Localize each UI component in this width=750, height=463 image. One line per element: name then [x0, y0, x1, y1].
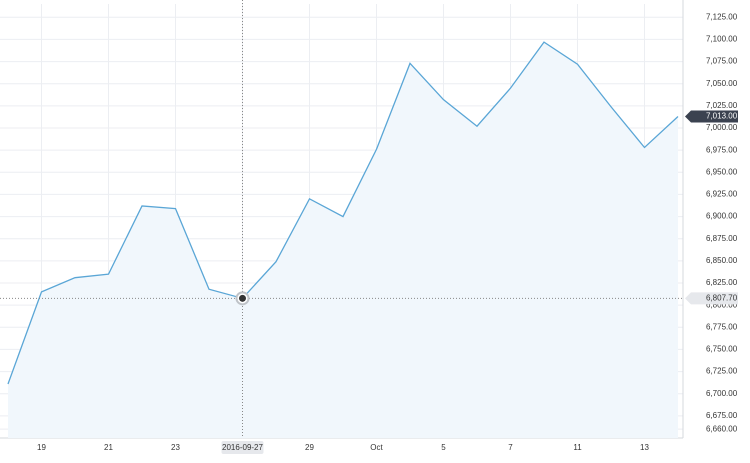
- y-tick-label: 6,750.00: [706, 345, 738, 354]
- x-tick-label: 11: [573, 443, 582, 452]
- price-label: 7,013.00: [706, 112, 738, 121]
- x-tick-label: 21: [104, 443, 113, 452]
- x-tick-label: 2016-09-27: [222, 443, 263, 452]
- line: [7, 41, 679, 385]
- y-tick-label: 7,075.00: [706, 57, 738, 66]
- y-tick-label: 6,925.00: [706, 190, 738, 199]
- y-tick-label: 6,660.00: [706, 424, 738, 433]
- area: [8, 42, 678, 438]
- price-label: 6,807.70: [706, 293, 738, 302]
- marker: [239, 294, 246, 302]
- y-tick-label: 6,875.00: [706, 234, 738, 243]
- y-tick-label: 7,125.00: [706, 12, 738, 21]
- y-tick-label: 6,725.00: [706, 367, 738, 376]
- x-tick-label: Oct: [370, 443, 383, 452]
- y-tick-label: 6,700.00: [706, 389, 738, 398]
- y-tick-label: 6,975.00: [706, 145, 738, 154]
- x-tick-label: 29: [305, 443, 314, 452]
- x-tick-label: 23: [171, 443, 180, 452]
- y-tick-label: 7,025.00: [706, 101, 738, 110]
- y-tick-label: 7,050.00: [706, 79, 738, 88]
- y-tick-label: 7,100.00: [706, 35, 738, 44]
- price-tag: [685, 110, 738, 123]
- x-tick-label: 5: [441, 443, 446, 452]
- y-tick-label: 7,000.00: [706, 123, 738, 132]
- y-tick-label: 6,675.00: [706, 411, 738, 420]
- y-tick-label: 6,825.00: [706, 278, 738, 287]
- x-tick-label: 13: [640, 443, 649, 452]
- y-tick-label: 6,850.00: [706, 256, 738, 265]
- x-tick-label: 7: [508, 443, 513, 452]
- y-tick-label: 6,900.00: [706, 212, 738, 221]
- y-tick-label: 6,775.00: [706, 322, 738, 331]
- x-tick-label: 19: [37, 443, 46, 452]
- y-tick-label: 6,800.00: [706, 300, 738, 309]
- price-tag: [685, 292, 738, 305]
- y-tick-label: 6,950.00: [706, 167, 738, 176]
- x-label-box: [221, 441, 264, 454]
